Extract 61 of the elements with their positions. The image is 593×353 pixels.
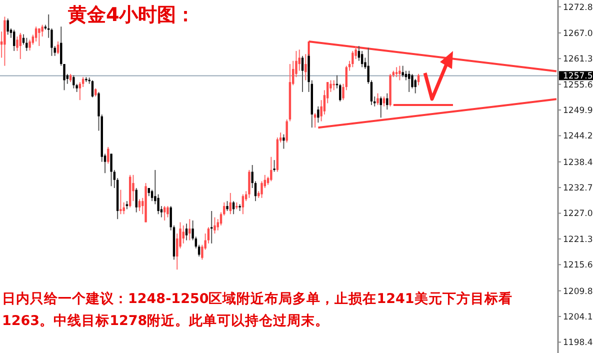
candlestick — [182, 224, 184, 244]
y-tick-label: 1204.1 — [563, 312, 593, 322]
candlestick — [188, 218, 191, 241]
candlestick — [298, 49, 300, 72]
candlestick — [166, 206, 169, 218]
candlestick — [398, 65, 401, 81]
candlestick — [26, 37, 28, 52]
candlestick — [120, 189, 122, 215]
y-tick-label: 1209.8 — [563, 286, 593, 297]
candlestick — [301, 55, 304, 92]
y-tick-label: 1272.8 — [563, 2, 593, 13]
y-tick-label: 1232.7 — [563, 184, 593, 194]
y-tick-label: 1215.6 — [563, 260, 593, 271]
candlestick — [56, 40, 60, 55]
candlestick — [282, 134, 285, 150]
candlestick — [210, 210, 213, 244]
y-tick-label: 1244.2 — [563, 132, 593, 142]
candlestick — [41, 24, 44, 38]
candlestick — [38, 28, 40, 46]
candlestick — [19, 32, 22, 60]
y-tick-label: 1255.6 — [563, 80, 593, 90]
candlestick — [270, 156, 272, 182]
candlestick — [408, 70, 410, 92]
candlestick — [376, 92, 379, 106]
candlestick — [304, 54, 307, 81]
candlestick — [242, 194, 244, 215]
candlestick — [34, 26, 38, 42]
ref-line-label: 1257.5 — [563, 72, 593, 82]
candlestick — [360, 50, 364, 68]
candlestick — [13, 29, 16, 52]
candlestick — [286, 118, 288, 143]
annotation: 日内只给一个建议：1248-1250区域附近布局多单，止损在1241美元下方目标看1263。中线目标1278附近。此单可以持仓过周末。 — [2, 290, 512, 329]
y-tick-label: 1227.0 — [563, 209, 593, 220]
y-tick-label: 1261.3 — [563, 54, 593, 65]
candlestick — [163, 206, 166, 221]
candlestick — [185, 223, 188, 241]
candlestick — [138, 198, 141, 212]
y-tick-label: 1267.0 — [563, 28, 593, 39]
candlestick — [214, 216, 216, 234]
candlestick — [135, 187, 138, 213]
candlestick — [132, 174, 134, 202]
candlestick — [229, 192, 232, 215]
candlestick — [352, 50, 354, 68]
candlestick — [414, 78, 416, 94]
candlestick — [317, 106, 320, 124]
candlestick — [107, 146, 110, 164]
chart-title: 黄金4小时图： — [67, 4, 196, 26]
candlestick — [110, 153, 112, 187]
candlestick — [402, 65, 404, 78]
candlestick — [273, 160, 276, 172]
candlestick — [91, 80, 94, 98]
candlestick — [395, 66, 398, 78]
candlestick — [72, 74, 75, 89]
candlestick — [248, 169, 250, 198]
y-tick-label: 1198.4 — [563, 338, 593, 348]
y-tick-label: 1221.3 — [563, 234, 593, 245]
candlestick — [226, 200, 228, 212]
candlestick — [6, 18, 9, 36]
y-tick-label: 1249.9 — [563, 106, 593, 116]
y-tick-label: 1238.4 — [563, 158, 593, 168]
candlestick — [386, 92, 388, 110]
